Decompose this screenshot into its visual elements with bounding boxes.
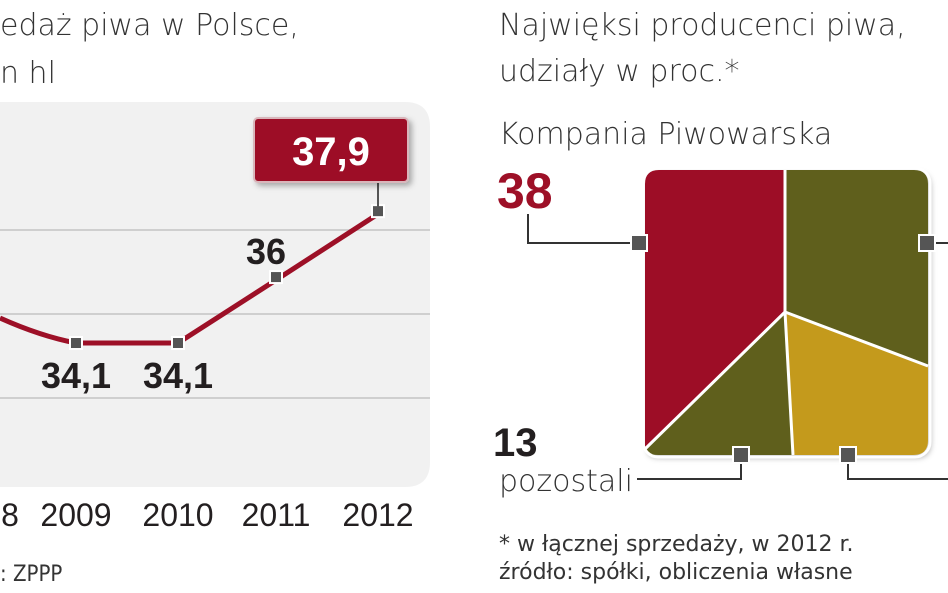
marker <box>630 234 648 252</box>
value-pozostali: 13 <box>493 421 538 465</box>
right-title-line2: udziały w proc.* <box>499 54 740 89</box>
label-pozostali: pozostali <box>499 464 633 499</box>
left-title-line1: edaż piwa w Polsce, <box>0 8 299 43</box>
slice-kompania-piwowarska <box>645 170 785 449</box>
x-tick-label: 2009 <box>40 497 111 533</box>
series-line <box>0 211 380 346</box>
x-tick-label: 2011 <box>242 497 311 533</box>
x-tick-label: 2012 <box>342 497 413 533</box>
x-tick-label: 2010 <box>142 497 213 533</box>
data-label-2012: 37,9 <box>292 130 370 174</box>
marker <box>839 446 857 464</box>
marker <box>918 234 936 252</box>
right-title-line1: Najwięksi producenci piwa, <box>499 8 906 43</box>
data-point <box>69 336 83 350</box>
line-chart: 8 2009 2010 2011 2012 34,1 34,1 36 37,9 <box>0 102 430 533</box>
highlight-callout: 37,9 <box>253 117 409 214</box>
slice-mustard <box>785 312 928 455</box>
footnote: * w łącznej sprzedaży, w 2012 r. <box>499 532 854 557</box>
value-kompania-piwowarska: 38 <box>497 163 553 219</box>
plot-area <box>0 102 430 487</box>
left-title-line2: n hl <box>0 56 56 91</box>
data-point <box>171 336 185 350</box>
highlight-box <box>253 117 409 183</box>
slice-olive-top <box>785 170 928 366</box>
data-label: 34,1 <box>41 355 111 396</box>
leader-lines <box>527 214 948 480</box>
source-right: źródło: spółki, obliczenia własne <box>499 560 853 585</box>
marker <box>732 446 750 464</box>
label-kompania-piwowarska: Kompania Piwowarska <box>499 117 833 152</box>
data-label: 36 <box>246 231 286 272</box>
pie-separators <box>641 166 932 459</box>
source-left: : ZPPP <box>0 562 63 587</box>
x-tick-label: 8 <box>1 497 19 533</box>
data-point <box>269 270 283 285</box>
slice-pozostali <box>645 312 793 455</box>
data-label: 34,1 <box>143 355 213 396</box>
share-chart <box>645 170 928 455</box>
